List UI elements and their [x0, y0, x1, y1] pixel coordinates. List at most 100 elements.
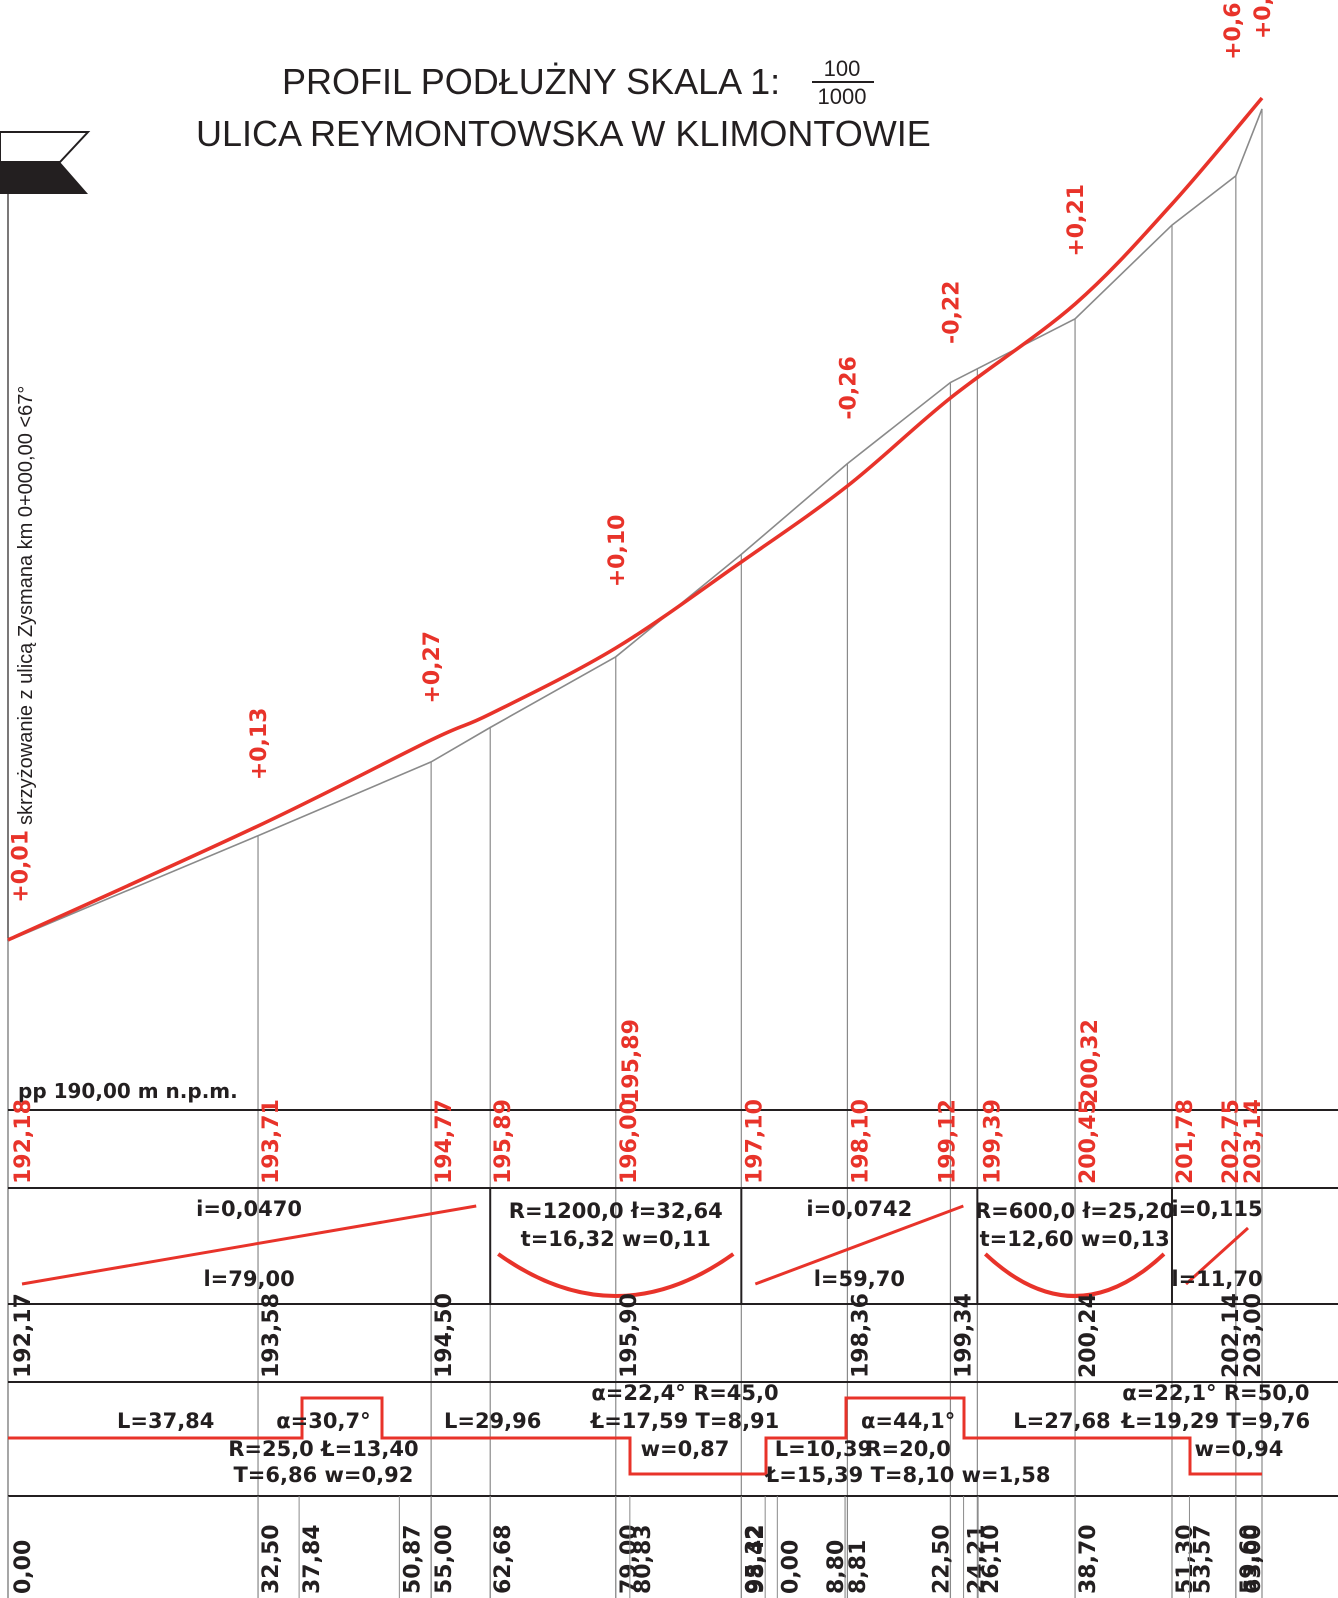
grade-length-label: l=59,70 [814, 1267, 905, 1291]
drawing-title: PROFIL PODŁUŻNY SKALA 1: 100 1000 ULICA … [196, 56, 931, 154]
design-elevation-cell: 192,18 [11, 1099, 36, 1184]
station-cell: 26,10 [979, 1524, 1004, 1594]
grade-length-label: l=79,00 [203, 1267, 294, 1291]
station-cell: 79,00 [617, 1524, 642, 1594]
elevation-difference-label: +0,13 [247, 708, 272, 781]
elevation-difference-labels: +0,01 +0,13 +0,27 +0,10 -0,26 -0,22 +0,21 +0,61… [9, 0, 1276, 1104]
alignment-label: T=6,86 w=0,92 [233, 1463, 413, 1487]
terrain-elevation-cell: 194,50 [432, 1293, 457, 1378]
row-terrain-elevations: 192,17 193,58 194,50 195,90 198,36 199,34 200,… [11, 1293, 1266, 1378]
design-elevation-cell: 196,00 [617, 1099, 642, 1184]
design-elevation-cell: 198,10 [848, 1099, 873, 1184]
station-cell: 50,87 [400, 1524, 425, 1594]
vertical-curve-mark [497, 1252, 735, 1298]
station-cell: 59,60 [1237, 1524, 1262, 1594]
flag-arrow-icon [0, 131, 91, 194]
terrain-elevation-cell: 195,90 [617, 1293, 642, 1378]
terrain-elevation-cell: 199,34 [951, 1293, 976, 1378]
alignment-band-line [8, 1396, 1262, 1476]
grade-slope-label: i=0,0742 [806, 1197, 912, 1221]
scale-denominator: 1000 [818, 84, 867, 109]
design-elevation-cell: 200,45 [1076, 1099, 1101, 1184]
alignment-label: Ł=15,39 T=8,10 w=1,58 [765, 1463, 1051, 1487]
profile-table [8, 1109, 1338, 1497]
terrain-profile-line [7, 108, 1263, 942]
alignment-label: w=0,87 [641, 1437, 730, 1461]
station-cell: 98,42 [744, 1524, 769, 1594]
elevation-difference-label: +0,10 [605, 515, 630, 588]
elevation-difference-label: +0,01 [9, 830, 34, 903]
alignment-label: Ł=17,59 T=8,91 [590, 1409, 780, 1433]
elevation-difference-label: +0,27 [420, 631, 445, 704]
station-cell: 37,84 [300, 1524, 325, 1594]
scale-numerator: 100 [824, 56, 861, 81]
station-cell: 95,32 [742, 1524, 767, 1594]
grade-length-label: l=11,70 [1171, 1267, 1262, 1291]
station-cell: 8,81 [846, 1540, 871, 1594]
alignment-label: α=30,7° [276, 1409, 370, 1433]
design-elevation-cell: 195,89 [491, 1099, 516, 1184]
curve-tangent-label: t=16,32 w=0,11 [521, 1227, 711, 1251]
grade-line-mark [754, 1204, 964, 1286]
title-line1: PROFIL PODŁUŻNY SKALA 1: [282, 61, 780, 102]
design-elevation-label: 200,32 [1078, 1019, 1103, 1104]
station-cell: 38,70 [1076, 1524, 1101, 1594]
alignment-label: w=0,94 [1195, 1437, 1284, 1461]
alignment-label: α=22,4° R=45,0 [591, 1381, 778, 1405]
grade-line-mark [21, 1204, 477, 1286]
terrain-elevation-cell: 193,58 [259, 1293, 284, 1378]
design-grade-line [7, 96, 1264, 942]
terrain-elevation-cell: 200,24 [1076, 1293, 1101, 1378]
design-elevation-cell: 197,10 [742, 1099, 767, 1184]
grade-slope-label: i=0,115 [1171, 1197, 1262, 1221]
alignment-label: R=25,0 Ł=13,40 [228, 1437, 418, 1461]
alignment-label: L=37,84 [117, 1409, 214, 1433]
design-elevation-cell: 194,77 [432, 1099, 457, 1184]
station-cell: 22,50 [929, 1524, 954, 1594]
station-cell: 55,00 [432, 1524, 457, 1594]
station-cell: 53,57 [1190, 1524, 1215, 1594]
row-horizontal-alignment: L=37,84 α=30,7° R=25,0 Ł=13,40T=6,86 w=0,9… [8, 1381, 1310, 1487]
design-elevation-cell: 202,75 [1219, 1099, 1244, 1184]
row-design-elevations: 192,18 193,71 194,77 195,89 196,00 197,10 198,… [11, 1099, 1266, 1184]
grade-line-mark [1184, 1226, 1250, 1286]
alignment-label: L=27,68 [1013, 1409, 1110, 1433]
row-grades: i=0,0470 l=79,00 R=1200,0 ł=32,64 t=16,32 w… [21, 1188, 1263, 1304]
station-cell: 32,50 [259, 1524, 284, 1594]
design-elevation-cell: 199,39 [980, 1099, 1005, 1184]
intersection-label: skrzyżowanie z ulicą Zysmana km 0+000,00… [15, 386, 37, 825]
elevation-difference-label: +0,14 [1251, 0, 1276, 39]
station-cell: 0,00 [11, 1540, 36, 1594]
station-cell: 24,21 [965, 1524, 990, 1594]
curve-radius-label: R=1200,0 ł=32,64 [509, 1199, 723, 1223]
curve-tangent-label: t=12,60 w=0,13 [980, 1227, 1170, 1251]
station-cell: 63,00 [1241, 1524, 1266, 1594]
elevation-difference-label: +0,61 [1221, 0, 1246, 60]
terrain-elevation-cell: 203,00 [1241, 1293, 1266, 1378]
elevation-difference-label: -0,22 [939, 281, 964, 344]
grade-slope-label: i=0,0470 [196, 1197, 302, 1221]
station-cell: 51,30 [1173, 1524, 1198, 1594]
terrain-elevation-cell: 192,17 [11, 1293, 36, 1378]
station-verticals [7, 108, 1263, 1598]
title-line2: ULICA REYMONTOWSKA W KLIMONTOWIE [196, 113, 931, 154]
design-elevation-cell: 203,14 [1241, 1099, 1266, 1184]
station-cell: 0,00 [778, 1540, 803, 1594]
datum-label: pp 190,00 m n.p.m. [18, 1079, 238, 1103]
elevation-difference-label: -0,26 [836, 356, 861, 419]
alignment-label: R=20,0 [865, 1437, 951, 1461]
station-cell: 80,83 [631, 1524, 656, 1594]
design-elevation-label: 195,89 [619, 1019, 644, 1104]
alignment-label: Ł=19,29 T=9,76 [1121, 1409, 1311, 1433]
alignment-label: α=22,1° R=50,0 [1122, 1381, 1309, 1405]
elevation-difference-label: +0,21 [1064, 184, 1089, 257]
design-elevation-cell: 193,71 [259, 1099, 284, 1184]
design-elevation-cell: 201,78 [1173, 1099, 1198, 1184]
alignment-label: L=29,96 [444, 1409, 541, 1433]
alignment-label: L=10,39 [775, 1437, 872, 1461]
alignment-label: α=44,1° [861, 1409, 955, 1433]
curve-radius-label: R=600,0 ł=25,20 [975, 1199, 1174, 1223]
vertical-curve-mark [983, 1252, 1166, 1298]
